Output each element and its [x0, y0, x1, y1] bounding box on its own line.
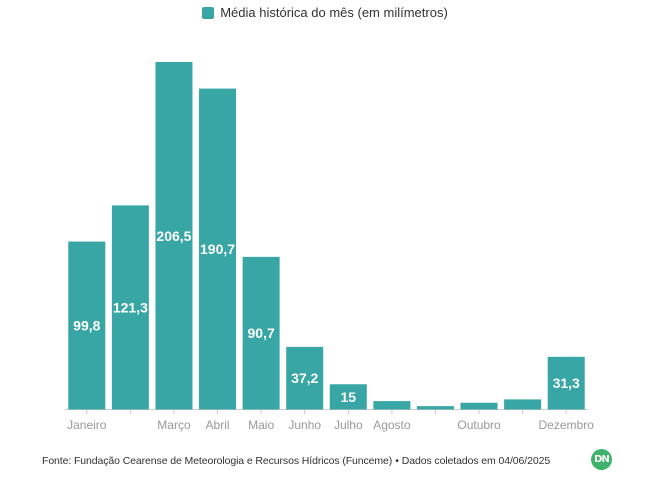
dn-logo: DN: [591, 449, 612, 470]
bar-1: [111, 205, 149, 410]
bar-6: [329, 384, 367, 410]
x-tick-label-0: Janeiro: [67, 418, 107, 432]
footer-separator: •: [395, 455, 399, 467]
x-tick-label-2: Março: [157, 418, 191, 432]
bar-7: [373, 401, 411, 410]
logo-text: DN: [594, 454, 610, 465]
bar-10: [504, 399, 542, 410]
x-tick-label-4: Maio: [248, 418, 274, 432]
value-label-5: 37,2: [291, 370, 318, 386]
x-tick-label-5: Junho: [288, 418, 321, 432]
value-label-6: 15: [341, 389, 357, 405]
x-tick-label-3: Abril: [206, 418, 230, 432]
legend: Média histórica do mês (em milímetros): [0, 5, 650, 20]
bar-3: [199, 88, 237, 410]
x-tick-label-7: Agosto: [373, 418, 411, 432]
bar-4: [242, 256, 280, 410]
value-label-2: 206,5: [156, 228, 191, 244]
value-label-0: 99,8: [73, 318, 100, 334]
bar-0: [68, 241, 106, 410]
legend-label: Média histórica do mês (em milímetros): [220, 5, 448, 20]
bar-2: [155, 62, 193, 410]
bar-5: [286, 346, 324, 410]
source-text: Fonte: Fundação Cearense de Meteorologia…: [42, 455, 393, 467]
value-label-3: 190,7: [200, 241, 235, 257]
value-label-1: 121,3: [113, 299, 148, 315]
bar-9: [460, 402, 498, 410]
legend-swatch: [202, 6, 215, 19]
footer: Fonte: Fundação Cearense de Meteorologia…: [42, 455, 550, 467]
value-label-11: 31,3: [553, 375, 580, 391]
bar-8: [416, 406, 454, 410]
bar-11: [547, 356, 585, 410]
x-tick-label-6: Julho: [334, 418, 363, 432]
value-label-4: 90,7: [248, 325, 275, 341]
x-tick-label-9: Outubro: [457, 418, 501, 432]
date-note: Dados coletados em 04/06/2025: [401, 455, 551, 467]
x-tick-label-11: Dezembro: [539, 418, 595, 432]
